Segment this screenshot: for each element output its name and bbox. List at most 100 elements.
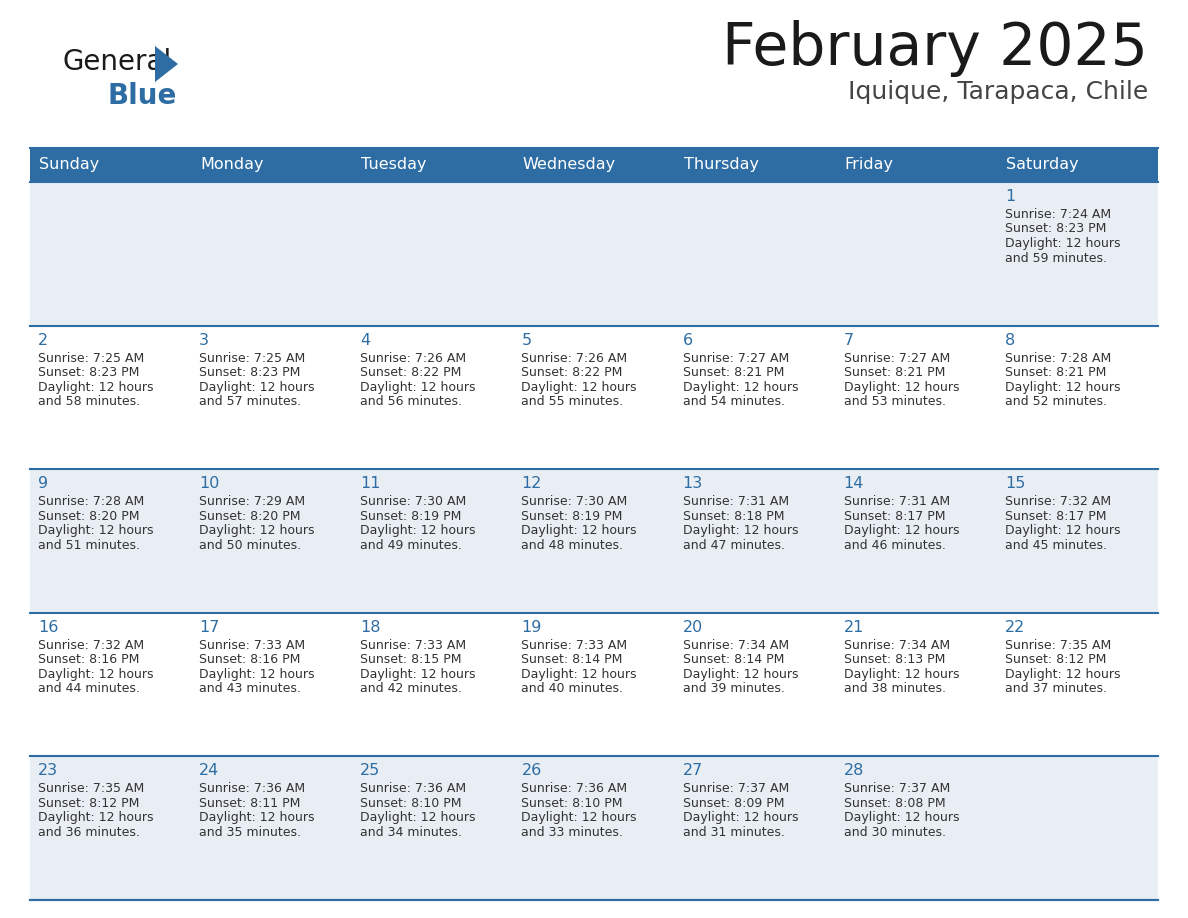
Bar	[513, 756, 675, 900]
Text: Daylight: 12 hours: Daylight: 12 hours	[360, 667, 475, 681]
Text: 28: 28	[843, 764, 864, 778]
Bar	[675, 326, 835, 469]
Bar	[997, 148, 1158, 182]
Text: 13: 13	[683, 476, 703, 491]
Text: Monday: Monday	[200, 158, 264, 173]
Text: Daylight: 12 hours: Daylight: 12 hours	[200, 667, 315, 681]
Text: 3: 3	[200, 332, 209, 348]
Text: Sunset: 8:19 PM: Sunset: 8:19 PM	[360, 509, 462, 522]
Text: Sunrise: 7:34 AM: Sunrise: 7:34 AM	[683, 639, 789, 652]
Bar	[191, 613, 353, 756]
Text: Sunset: 8:10 PM: Sunset: 8:10 PM	[360, 797, 462, 810]
Text: Daylight: 12 hours: Daylight: 12 hours	[38, 812, 153, 824]
Text: and 31 minutes.: and 31 minutes.	[683, 826, 784, 839]
Text: Iquique, Tarapaca, Chile: Iquique, Tarapaca, Chile	[848, 80, 1148, 104]
Text: Wednesday: Wednesday	[523, 158, 615, 173]
Text: and 35 minutes.: and 35 minutes.	[200, 826, 301, 839]
Text: Sunrise: 7:30 AM: Sunrise: 7:30 AM	[522, 495, 627, 509]
Text: 22: 22	[1005, 620, 1025, 635]
Bar	[997, 613, 1158, 756]
Text: Daylight: 12 hours: Daylight: 12 hours	[38, 524, 153, 537]
Text: Tuesday: Tuesday	[361, 158, 426, 173]
Bar	[30, 148, 191, 182]
Bar	[675, 148, 835, 182]
Text: 17: 17	[200, 620, 220, 635]
Text: Daylight: 12 hours: Daylight: 12 hours	[200, 524, 315, 537]
Text: 1: 1	[1005, 189, 1015, 204]
Text: Sunset: 8:11 PM: Sunset: 8:11 PM	[200, 797, 301, 810]
Text: Sunset: 8:14 PM: Sunset: 8:14 PM	[522, 654, 623, 666]
Bar	[675, 182, 835, 326]
Text: 16: 16	[38, 620, 58, 635]
Text: Sunset: 8:16 PM: Sunset: 8:16 PM	[200, 654, 301, 666]
Text: Daylight: 12 hours: Daylight: 12 hours	[522, 667, 637, 681]
Text: Sunrise: 7:25 AM: Sunrise: 7:25 AM	[38, 352, 144, 364]
Bar	[835, 182, 997, 326]
Bar	[30, 469, 191, 613]
Text: Sunrise: 7:27 AM: Sunrise: 7:27 AM	[683, 352, 789, 364]
Bar	[675, 469, 835, 613]
Text: Sunset: 8:14 PM: Sunset: 8:14 PM	[683, 654, 784, 666]
Bar	[30, 326, 191, 469]
Text: Sunset: 8:12 PM: Sunset: 8:12 PM	[1005, 654, 1106, 666]
Text: Sunset: 8:09 PM: Sunset: 8:09 PM	[683, 797, 784, 810]
Text: and 37 minutes.: and 37 minutes.	[1005, 682, 1107, 695]
Text: Sunrise: 7:25 AM: Sunrise: 7:25 AM	[200, 352, 305, 364]
Text: Daylight: 12 hours: Daylight: 12 hours	[843, 524, 959, 537]
Text: and 56 minutes.: and 56 minutes.	[360, 395, 462, 409]
Bar	[997, 469, 1158, 613]
Bar	[353, 756, 513, 900]
Bar	[513, 469, 675, 613]
Text: Sunset: 8:19 PM: Sunset: 8:19 PM	[522, 509, 623, 522]
Text: Daylight: 12 hours: Daylight: 12 hours	[683, 812, 798, 824]
Text: Sunrise: 7:24 AM: Sunrise: 7:24 AM	[1005, 208, 1111, 221]
Bar	[191, 148, 353, 182]
Text: Sunday: Sunday	[39, 158, 100, 173]
Text: Daylight: 12 hours: Daylight: 12 hours	[360, 812, 475, 824]
Text: Daylight: 12 hours: Daylight: 12 hours	[1005, 237, 1120, 250]
Text: 11: 11	[360, 476, 381, 491]
Text: Sunrise: 7:30 AM: Sunrise: 7:30 AM	[360, 495, 467, 509]
Text: 26: 26	[522, 764, 542, 778]
Text: Sunset: 8:21 PM: Sunset: 8:21 PM	[683, 366, 784, 379]
Text: Sunrise: 7:32 AM: Sunrise: 7:32 AM	[1005, 495, 1111, 509]
Text: Sunrise: 7:31 AM: Sunrise: 7:31 AM	[683, 495, 789, 509]
Text: Sunset: 8:20 PM: Sunset: 8:20 PM	[200, 509, 301, 522]
Bar	[675, 756, 835, 900]
Text: Thursday: Thursday	[683, 158, 759, 173]
Bar	[353, 469, 513, 613]
Text: 9: 9	[38, 476, 49, 491]
Bar	[353, 613, 513, 756]
Text: Sunset: 8:12 PM: Sunset: 8:12 PM	[38, 797, 139, 810]
Bar	[997, 326, 1158, 469]
Text: Blue: Blue	[107, 82, 176, 110]
Text: 24: 24	[200, 764, 220, 778]
Text: Sunset: 8:15 PM: Sunset: 8:15 PM	[360, 654, 462, 666]
Text: Saturday: Saturday	[1006, 158, 1079, 173]
Text: and 40 minutes.: and 40 minutes.	[522, 682, 624, 695]
Bar	[835, 756, 997, 900]
Text: Daylight: 12 hours: Daylight: 12 hours	[200, 381, 315, 394]
Text: 14: 14	[843, 476, 864, 491]
Text: and 51 minutes.: and 51 minutes.	[38, 539, 140, 552]
Text: 27: 27	[683, 764, 703, 778]
Text: and 47 minutes.: and 47 minutes.	[683, 539, 784, 552]
Bar	[191, 326, 353, 469]
Bar	[835, 326, 997, 469]
Bar	[997, 756, 1158, 900]
Bar	[191, 756, 353, 900]
Text: Sunrise: 7:28 AM: Sunrise: 7:28 AM	[38, 495, 144, 509]
Text: Sunset: 8:21 PM: Sunset: 8:21 PM	[843, 366, 946, 379]
Text: Sunrise: 7:31 AM: Sunrise: 7:31 AM	[843, 495, 950, 509]
Bar	[513, 148, 675, 182]
Text: 5: 5	[522, 332, 531, 348]
Text: Sunset: 8:22 PM: Sunset: 8:22 PM	[360, 366, 462, 379]
Text: Daylight: 12 hours: Daylight: 12 hours	[843, 381, 959, 394]
Text: and 53 minutes.: and 53 minutes.	[843, 395, 946, 409]
Text: 12: 12	[522, 476, 542, 491]
Text: 19: 19	[522, 620, 542, 635]
Bar	[513, 613, 675, 756]
Bar	[353, 326, 513, 469]
Text: Sunset: 8:21 PM: Sunset: 8:21 PM	[1005, 366, 1106, 379]
Text: and 44 minutes.: and 44 minutes.	[38, 682, 140, 695]
